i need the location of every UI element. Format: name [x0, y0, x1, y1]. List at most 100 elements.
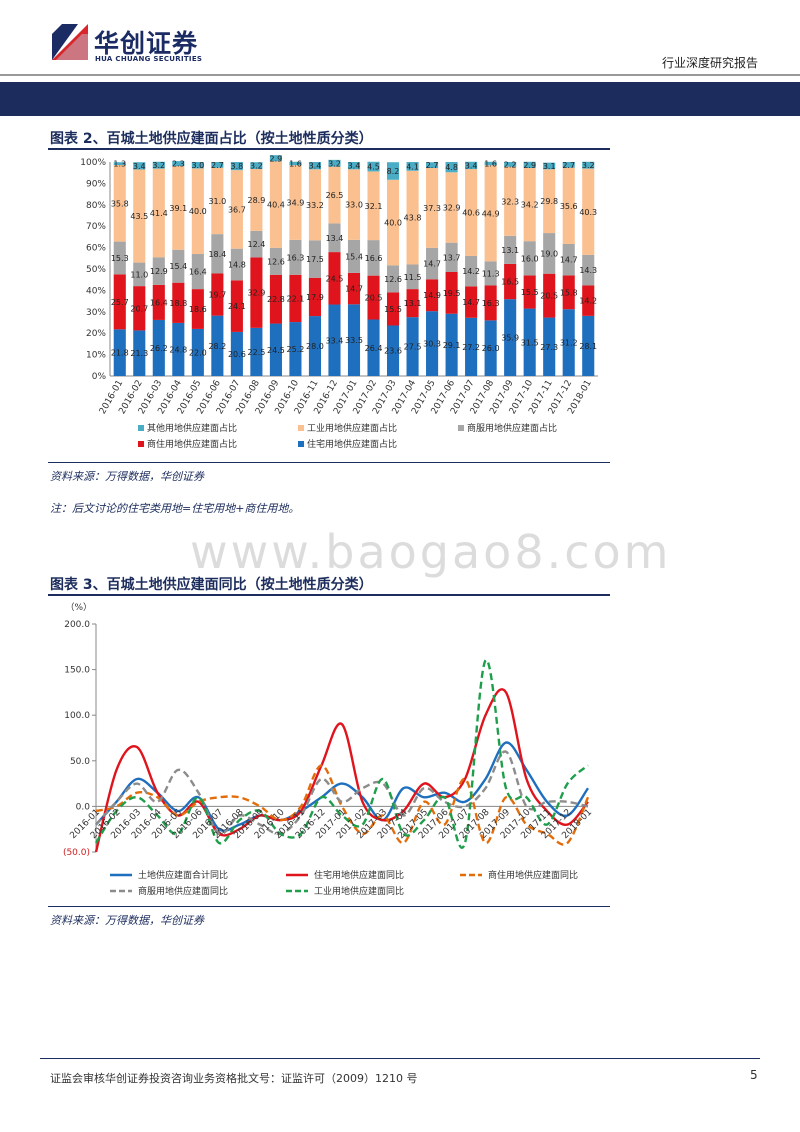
bar-segment — [250, 327, 263, 376]
bar-segment — [191, 254, 204, 290]
data-label: 23.6 — [384, 347, 402, 356]
bar-segment — [582, 315, 595, 376]
data-label: 22.1 — [287, 294, 305, 303]
huachuang-logo-icon — [52, 24, 88, 60]
bar-segment — [386, 179, 400, 266]
data-label: 19.5 — [443, 289, 461, 298]
y-axis-unit-label: （%） — [65, 602, 92, 613]
bar-segment — [133, 330, 146, 376]
data-label: 16.5 — [501, 278, 519, 287]
data-label: 20.7 — [130, 304, 148, 313]
bar-segment — [308, 162, 322, 170]
bar-segment — [367, 240, 380, 276]
data-label: 14.7 — [345, 285, 363, 294]
line-chart: （%）(50.0)0.050.0100.0150.0200.02016-0120… — [63, 602, 594, 897]
data-label: 13.1 — [404, 299, 422, 308]
bar-segment — [328, 159, 341, 167]
data-label: 33.5 — [345, 336, 363, 345]
data-label: 27.5 — [404, 343, 422, 352]
data-label: 3.1 — [543, 162, 556, 171]
bar-segment — [289, 239, 302, 275]
data-label: 30.3 — [423, 340, 441, 349]
bar-segment — [133, 262, 146, 287]
bar-segment — [269, 274, 282, 324]
bar-segment — [250, 162, 263, 170]
bar-segment — [230, 162, 243, 171]
data-label: 14.8 — [228, 261, 246, 270]
bar-segment — [230, 280, 243, 332]
bar-segment — [347, 239, 361, 273]
data-label: 44.9 — [482, 209, 500, 218]
bar-segment — [543, 273, 556, 318]
data-label: 43.8 — [404, 214, 422, 223]
legend-label: 工业用地供应建面同比 — [314, 885, 404, 897]
data-label: 3.4 — [348, 162, 361, 171]
bar-segment — [465, 255, 478, 287]
bar-segment — [523, 275, 536, 309]
bar-segment — [445, 172, 458, 243]
legend-label: 商服用地供应建面占比 — [467, 422, 557, 434]
bar-segment — [523, 167, 536, 242]
series-line — [95, 764, 590, 846]
bar-segment — [406, 289, 419, 318]
data-label: 40.0 — [189, 207, 207, 216]
data-label: 14.2 — [462, 267, 480, 276]
bar-segment — [426, 311, 439, 376]
data-label: 2.9 — [523, 161, 536, 170]
data-label: 43.5 — [130, 212, 148, 221]
bar-segment — [172, 166, 185, 250]
data-label: 39.1 — [169, 204, 187, 213]
series-line — [95, 741, 589, 832]
legend-label: 商住用地供应建面同比 — [488, 869, 578, 881]
bar-segment — [152, 257, 165, 285]
y-tick-label: 70% — [86, 222, 106, 232]
data-label: 8.2 — [387, 167, 400, 176]
y-tick-label: 100% — [80, 158, 106, 168]
bar-segment — [328, 166, 341, 224]
data-label: 15.5 — [384, 305, 402, 314]
page-number: 5 — [750, 1068, 758, 1082]
data-label: 24.1 — [228, 302, 246, 311]
bar-segment — [504, 162, 517, 167]
bar-segment — [562, 243, 575, 276]
legend-label: 商服用地供应建面同比 — [138, 885, 228, 897]
bar-segment — [328, 304, 341, 376]
data-label: 14.9 — [423, 291, 441, 300]
data-label: 3.4 — [309, 162, 322, 171]
data-label: 1.6 — [484, 159, 497, 168]
footer-rule — [40, 1058, 760, 1059]
data-label: 20.6 — [228, 350, 246, 359]
data-label: 31.5 — [521, 338, 539, 347]
data-label: 32.1 — [365, 202, 383, 211]
brand-name-cn: 华创证券 — [94, 29, 199, 58]
legend-label: 住宅用地供应建面占比 — [307, 438, 397, 450]
bar-segment — [386, 265, 400, 293]
data-label: 31.2 — [560, 339, 578, 348]
bar-segment — [465, 317, 478, 376]
bar-segment — [523, 241, 536, 276]
legend-label: 土地供应建面合计同比 — [138, 869, 228, 881]
bar-segment — [406, 317, 419, 376]
bar-segment — [582, 254, 595, 286]
data-label: 2.2 — [504, 160, 517, 169]
data-label: 11.3 — [482, 269, 500, 278]
data-label: 12.9 — [150, 267, 168, 276]
data-label: 33.2 — [306, 201, 324, 210]
data-label: 17.5 — [306, 255, 324, 264]
y-tick-label: (50.0) — [63, 848, 90, 858]
data-label: 18.8 — [169, 299, 187, 308]
legend-swatch — [298, 425, 304, 431]
data-label: 28.9 — [247, 196, 265, 205]
legend-label: 工业用地供应建面占比 — [307, 422, 397, 434]
data-label: 25.7 — [111, 298, 129, 307]
bar-segment — [211, 315, 224, 376]
bar-segment — [445, 162, 458, 173]
bar-segment — [308, 277, 322, 317]
bar-segment — [543, 162, 556, 170]
bar-segment — [152, 161, 165, 169]
data-label: 4.8 — [445, 163, 458, 172]
bar-segment — [172, 282, 185, 323]
bar-segment — [289, 165, 302, 240]
data-label: 3.4 — [465, 161, 478, 170]
data-label: 33.0 — [345, 201, 363, 210]
